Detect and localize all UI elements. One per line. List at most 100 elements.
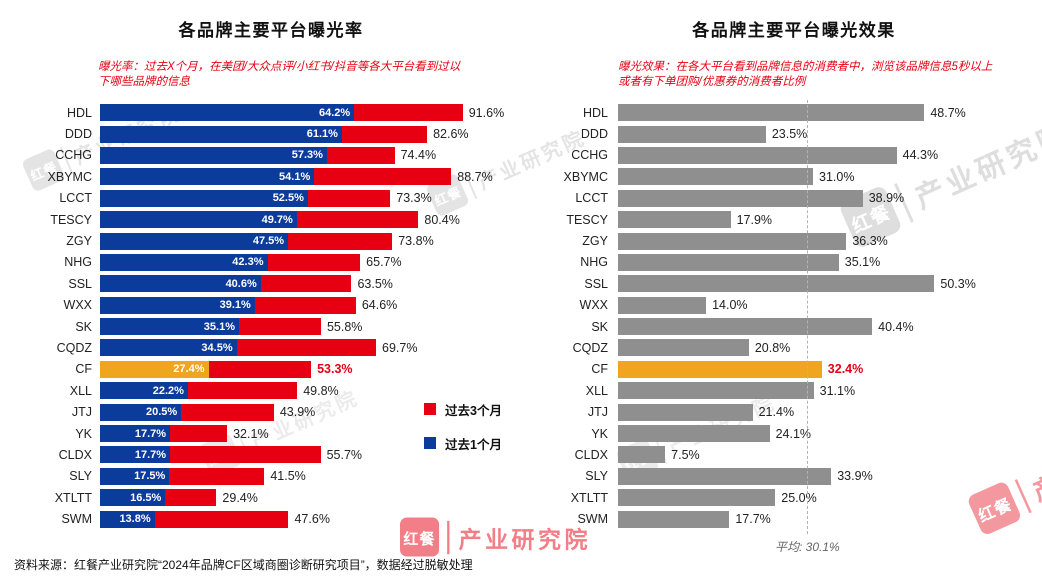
value-label-past-1-month: 27.4%	[173, 363, 205, 376]
value-label-past-1-month: 39.1%	[219, 299, 251, 312]
value-label-past-1-month: 16.5%	[130, 491, 162, 504]
value-label-exposure-effect: 33.9%	[837, 469, 873, 484]
bar-exposure-effect	[618, 104, 925, 122]
value-label-past-3-months: 88.7%	[457, 169, 493, 184]
category-label: SK	[591, 319, 608, 334]
bar-row: DDD 23.5%	[552, 123, 1008, 144]
category-label: LCCT	[575, 191, 608, 206]
category-label: NHG	[64, 255, 92, 270]
category-label: XLL	[69, 383, 92, 398]
bar-row: YK 17.7% 32.1%	[36, 423, 496, 444]
bar-exposure-effect	[618, 189, 863, 207]
category-label: SSL	[68, 276, 92, 291]
bar-exposure-effect	[618, 489, 776, 507]
chart-subtitle: 曝光率：过去X个月，在美团/大众点评/小红书/抖音等各大平台看到过以下哪些品牌的…	[98, 61, 461, 88]
category-label: SSL	[584, 276, 608, 291]
bar-track: 48.7%	[618, 104, 1008, 122]
average-line	[807, 100, 809, 534]
category-label: TESCY	[50, 212, 92, 227]
bar-row: XBYMC 31.0%	[552, 166, 1008, 187]
category-label: SWM	[577, 512, 608, 527]
bar-row: ZGY 36.3%	[552, 230, 1008, 251]
bar-track: 20.5% 43.9%	[100, 403, 496, 421]
bar-row: XLL 22.2% 49.8%	[36, 380, 496, 401]
value-label-past-1-month: 64.2%	[319, 106, 351, 119]
bar-track: 22.2% 49.8%	[100, 382, 496, 400]
bar-row: SLY 33.9%	[552, 466, 1008, 487]
category-label: DDD	[580, 127, 608, 142]
bar-row: SK 35.1% 55.8%	[36, 316, 496, 337]
bar-row: SK 40.4%	[552, 316, 1008, 337]
category-label: CCHG	[55, 148, 92, 163]
bar-track: 52.5% 73.3%	[100, 189, 496, 207]
bar-track: 24.1%	[618, 425, 1008, 443]
value-label-past-3-months: 29.4%	[222, 490, 258, 505]
bar-row: CQDZ 34.5% 69.7%	[36, 337, 496, 358]
chart-exposure-effect: 各品牌主要平台曝光效果 曝光效果：在各大平台看到品牌信息的消费者中，浏览该品牌信…	[552, 0, 1036, 560]
bar-row: WXX 14.0%	[552, 295, 1008, 316]
bar-track: 36.3%	[618, 232, 1008, 250]
bar-track: 54.1% 88.7%	[100, 168, 496, 186]
bar-track: 64.2% 91.6%	[100, 104, 504, 122]
category-label: TESCY	[566, 212, 608, 227]
legend: 过去3个月 过去1个月	[424, 400, 502, 468]
category-label: SWM	[61, 512, 92, 527]
chart-title: 各品牌主要平台曝光率	[178, 21, 364, 40]
category-label: SLY	[69, 469, 92, 484]
value-label-past-3-months: 69.7%	[382, 340, 418, 355]
category-label: CF	[75, 362, 92, 377]
bar-past-1-month: 42.3%	[100, 253, 268, 271]
bar-row: SSL 50.3%	[552, 273, 1008, 294]
bar-row: NHG 42.3% 65.7%	[36, 252, 496, 273]
value-label-exposure-effect: 36.3%	[852, 234, 888, 249]
bar-track: 49.7% 80.4%	[100, 211, 496, 229]
value-label-exposure-effect: 17.7%	[735, 512, 771, 527]
value-label-past-1-month: 35.1%	[203, 320, 235, 333]
bar-row: CCHG 44.3%	[552, 145, 1008, 166]
bar-past-1-month: 20.5%	[100, 403, 182, 421]
bar-exposure-effect	[618, 296, 707, 314]
category-label: XTLTT	[570, 490, 608, 505]
bar-row: WXX 39.1% 64.6%	[36, 295, 496, 316]
value-label-past-3-months: 65.7%	[366, 255, 402, 270]
value-label-past-3-months: 73.8%	[398, 234, 434, 249]
bar-track: 40.6% 63.5%	[100, 275, 496, 293]
bar-row: LCCT 52.5% 73.3%	[36, 188, 496, 209]
category-label: JTJ	[587, 405, 608, 420]
category-label: XLL	[585, 383, 608, 398]
bar-track: 57.3% 74.4%	[100, 146, 496, 164]
bar-row: CLDX 7.5%	[552, 444, 1008, 465]
category-label: CQDZ	[572, 340, 608, 355]
category-label: HDL	[582, 105, 608, 120]
bar-exposure-effect	[618, 425, 770, 443]
category-label: NHG	[580, 255, 608, 270]
bar-past-1-month: 57.3%	[100, 146, 327, 164]
bar-row: JTJ 20.5% 43.9%	[36, 401, 496, 422]
value-label-past-1-month: 17.7%	[134, 448, 167, 461]
bar-track: 13.8% 47.6%	[100, 510, 496, 528]
category-label: YK	[591, 426, 608, 441]
category-label: CCHG	[571, 148, 608, 163]
category-label: DDD	[64, 127, 92, 142]
bar-track: 21.4%	[618, 403, 1008, 421]
bar-past-1-month: 13.8%	[100, 510, 155, 528]
bar-row: JTJ 21.4%	[552, 401, 1008, 422]
category-label: XBYMC	[47, 169, 92, 184]
value-label-exposure-effect: 23.5%	[771, 127, 808, 142]
bar-exposure-effect	[618, 446, 666, 464]
value-label-past-3-months: 73.3%	[396, 191, 432, 206]
value-label-past-3-months: 64.6%	[361, 298, 398, 313]
category-label: ZGY	[66, 234, 92, 249]
bar-track: 17.9%	[618, 211, 1008, 229]
value-label-past-3-months: 41.5%	[270, 469, 306, 484]
value-label-past-3-months: 80.4%	[424, 212, 460, 227]
value-label-past-3-months: 55.8%	[326, 319, 363, 334]
bar-row: CF 32.4%	[552, 359, 1008, 380]
bar-exposure-effect	[618, 253, 839, 271]
category-label: CQDZ	[56, 340, 92, 355]
bar-track: 39.1% 64.6%	[100, 296, 496, 314]
bar-past-1-month: 64.2%	[100, 104, 355, 122]
category-label: CLDX	[58, 447, 92, 462]
value-label-exposure-effect: 25.0%	[781, 490, 817, 505]
bar-past-1-month: 47.5%	[100, 232, 289, 250]
